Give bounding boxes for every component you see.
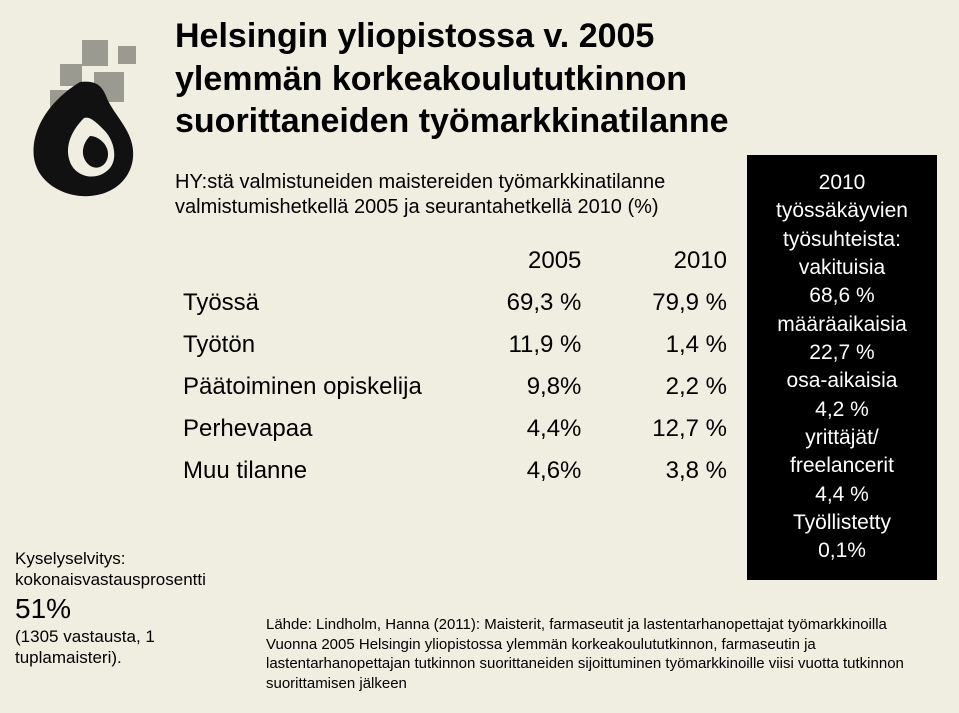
- row-value-2010: 12,7 %: [589, 408, 735, 450]
- sidebar-item-pct: 0,1%: [759, 537, 925, 565]
- row-value-2010: 1,4 %: [589, 324, 735, 366]
- row-label: Perhevapaa: [175, 408, 444, 450]
- sidebar-item: määräaikaisia22,7 %: [759, 311, 925, 368]
- sidebar-item-pct: 22,7 %: [759, 339, 925, 367]
- row-label: Muu tilanne: [175, 450, 444, 492]
- data-table: 2005 2010 Työssä69,3 %79,9 %Työtön11,9 %…: [175, 240, 735, 492]
- row-value-2005: 11,9 %: [444, 324, 590, 366]
- flame-icon: [20, 40, 150, 200]
- footnote-line2: kokonaisvastausprosentti: [15, 569, 245, 590]
- row-label: Päätoiminen opiskelija: [175, 366, 444, 408]
- row-label: Työtön: [175, 324, 444, 366]
- row-label: Työssä: [175, 282, 444, 324]
- sidebar-item: yrittäjät/ freelancerit4,4 %: [759, 424, 925, 509]
- col-header-2005: 2005: [444, 240, 590, 282]
- row-value-2010: 79,9 %: [589, 282, 735, 324]
- sidebar-heading: 2010 työssäkäyvien työsuhteista:: [759, 169, 925, 254]
- row-value-2010: 2,2 %: [589, 366, 735, 408]
- table-row: Päätoiminen opiskelija9,8%2,2 %: [175, 366, 735, 408]
- table-row: Muu tilanne4,6%3,8 %: [175, 450, 735, 492]
- table-row: Työssä69,3 %79,9 %: [175, 282, 735, 324]
- table-row: Perhevapaa4,4%12,7 %: [175, 408, 735, 450]
- sidebar-item-label: määräaikaisia: [759, 311, 925, 339]
- row-value-2005: 69,3 %: [444, 282, 590, 324]
- col-header-2010: 2010: [589, 240, 735, 282]
- title-line-2: ylemmän korkeakoulututkinnon: [175, 58, 875, 101]
- title-line-3: suorittaneiden työmarkkinatilanne: [175, 100, 875, 143]
- sidebar-item-label: yrittäjät/ freelancerit: [759, 424, 925, 481]
- sidebar-item: Työllistetty0,1%: [759, 509, 925, 566]
- row-value-2005: 9,8%: [444, 366, 590, 408]
- sidebar-item-pct: 68,6 %: [759, 282, 925, 310]
- footnote-pct: 51%: [15, 591, 245, 626]
- row-value-2010: 3,8 %: [589, 450, 735, 492]
- sidebar-item: vakituisia68,6 %: [759, 254, 925, 311]
- survey-footnote: Kyselyselvitys: kokonaisvastausprosentti…: [15, 548, 245, 668]
- sidebar-item-pct: 4,4 %: [759, 481, 925, 509]
- sidebar-item-label: vakituisia: [759, 254, 925, 282]
- sidebar-item-label: Työllistetty: [759, 509, 925, 537]
- footnote-line3: (1305 vastausta, 1 tuplamaisteri).: [15, 626, 245, 669]
- table-header-row: 2005 2010: [175, 240, 735, 282]
- row-value-2005: 4,4%: [444, 408, 590, 450]
- page-title: Helsingin yliopistossa v. 2005 ylemmän k…: [175, 15, 875, 143]
- source-citation: Lähde: Lindholm, Hanna (2011): Maisterit…: [266, 615, 935, 693]
- title-line-1: Helsingin yliopistossa v. 2005: [175, 15, 875, 58]
- sidebar-stats: 2010 työssäkäyvien työsuhteista: vakitui…: [747, 155, 937, 580]
- sidebar-item: osa-aikaisia4,2 %: [759, 367, 925, 424]
- footnote-line1: Kyselyselvitys:: [15, 548, 245, 569]
- row-value-2005: 4,6%: [444, 450, 590, 492]
- sidebar-item-pct: 4,2 %: [759, 396, 925, 424]
- subtitle: HY:stä valmistuneiden maistereiden työma…: [175, 170, 715, 220]
- table-row: Työtön11,9 %1,4 %: [175, 324, 735, 366]
- sidebar-item-label: osa-aikaisia: [759, 367, 925, 395]
